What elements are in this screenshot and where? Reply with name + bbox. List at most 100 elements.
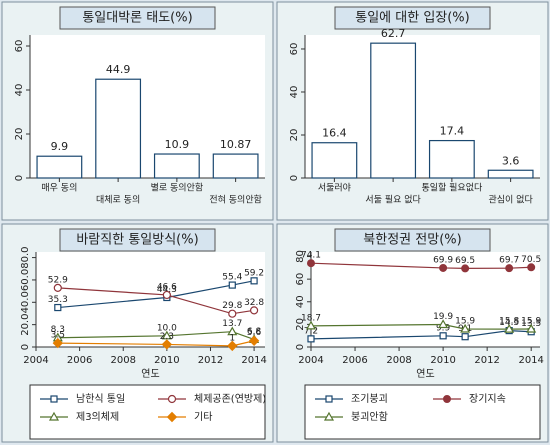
value-label: 16.4 (322, 127, 347, 140)
x-tick-label: 서둘 필요 없다 (365, 194, 421, 206)
title-box (334, 228, 491, 252)
title-box (59, 6, 216, 30)
y-tick-label: 60.0 (20, 269, 31, 291)
y-tick-label: 40.0 (20, 291, 31, 313)
marker (307, 335, 315, 343)
value-label: 69.5 (455, 256, 475, 266)
value-label: 8.3 (51, 325, 65, 335)
x-tick-label: 2010 (430, 355, 455, 366)
y-tick-label: 40 (289, 86, 300, 99)
value-label: 10.87 (220, 138, 252, 151)
value-label: 32.8 (244, 298, 264, 308)
legend-label: 조기붕괴 (351, 393, 388, 405)
x-axis-label: 연도 (141, 368, 159, 380)
marker (161, 339, 173, 350)
y-tick-label: 0 (14, 175, 25, 181)
x-tick-label: 2006 (342, 355, 367, 366)
bar (95, 78, 142, 179)
value-label: 15.9 (521, 317, 541, 327)
y-tick-label: 20 (289, 129, 300, 142)
bar (212, 153, 259, 179)
x-tick-label: 전혀 동의안함 (209, 195, 262, 206)
marker (527, 263, 536, 272)
y-tick-label: 20 (295, 318, 306, 331)
y-tick-label: 60 (295, 273, 306, 286)
value-label: 59.2 (244, 268, 264, 278)
legend-label: 체제공존(연방제) (194, 393, 266, 405)
x-tick-label: 2008 (111, 355, 136, 366)
legend-label: 장기지속 (469, 393, 506, 405)
value-label: 52.9 (48, 275, 68, 285)
title-box (334, 6, 491, 30)
x-tick-label: 별로 동의안함 (151, 183, 204, 194)
legend-label: 기타 (194, 411, 212, 423)
marker (228, 309, 237, 318)
marker (53, 283, 62, 292)
value-label: 15.8 (499, 317, 519, 327)
y-tick-label: 60 (14, 40, 25, 53)
marker (461, 333, 469, 341)
value-label: 70.5 (521, 255, 541, 265)
marker (438, 319, 449, 329)
value-label: 69.9 (433, 255, 453, 265)
value-label: 3.6 (502, 154, 520, 167)
marker (228, 281, 236, 289)
value-label: 18.7 (301, 313, 321, 323)
y-tick-label: 0 (289, 175, 300, 181)
value-label: 6.8 (247, 327, 262, 337)
x-tick-label: 서둘러야 (318, 183, 351, 194)
value-label: 17.4 (440, 125, 465, 138)
value-label: 74.1 (301, 251, 321, 261)
marker (48, 411, 60, 421)
x-tick-label: 2004 (298, 355, 323, 366)
value-label: 46.6 (157, 282, 177, 292)
marker (54, 303, 62, 312)
value-label: 10.9 (165, 138, 190, 151)
marker (227, 326, 238, 336)
value-label: 44.3 (157, 285, 177, 295)
bar (311, 142, 358, 179)
marker (460, 323, 471, 333)
marker (505, 264, 514, 273)
y-tick-label: 60 (289, 43, 300, 56)
marker (248, 335, 260, 346)
x-tick-label: 2012 (474, 355, 499, 366)
y-tick-label: 0 (20, 344, 31, 350)
y-tick-label: 20.0 (20, 314, 31, 336)
series-line (57, 287, 255, 315)
value-label: 1 (229, 333, 235, 343)
value-label: 35.3 (48, 295, 68, 305)
marker (52, 337, 64, 349)
marker (461, 264, 470, 273)
bar (428, 139, 475, 179)
marker (50, 395, 58, 403)
x-tick-label: 2010 (154, 355, 179, 366)
y-tick-label: 20 (14, 128, 25, 141)
x-tick-label: 매우 동의 (41, 183, 77, 194)
legend-label: 제3의체제 (76, 411, 119, 423)
x-tick-label: 통일할 필요없다 (421, 182, 483, 194)
value-label: 62.7 (381, 27, 406, 40)
marker (323, 411, 335, 421)
y-tick-label: 80.0 (20, 246, 31, 268)
bar (370, 42, 417, 179)
marker (504, 323, 515, 333)
value-label: 7.2 (304, 326, 318, 336)
x-tick-label: 관심이 없다 (488, 195, 533, 206)
value-label: 2.3 (160, 332, 174, 342)
value-label: 3.5 (51, 331, 65, 341)
marker (167, 394, 177, 404)
series-line (57, 280, 255, 309)
marker (227, 340, 238, 352)
y-tick-label: 40 (14, 84, 25, 97)
value-label: 10.0 (157, 323, 177, 333)
x-tick-label: 2012 (198, 355, 223, 366)
title-box (59, 228, 216, 252)
marker (161, 330, 172, 340)
chart-title: 북한정권 전망(%) (363, 233, 461, 248)
series-line (57, 331, 255, 340)
y-tick-label: 80 (295, 250, 306, 263)
legend-label: 붕괴안함 (351, 411, 388, 423)
